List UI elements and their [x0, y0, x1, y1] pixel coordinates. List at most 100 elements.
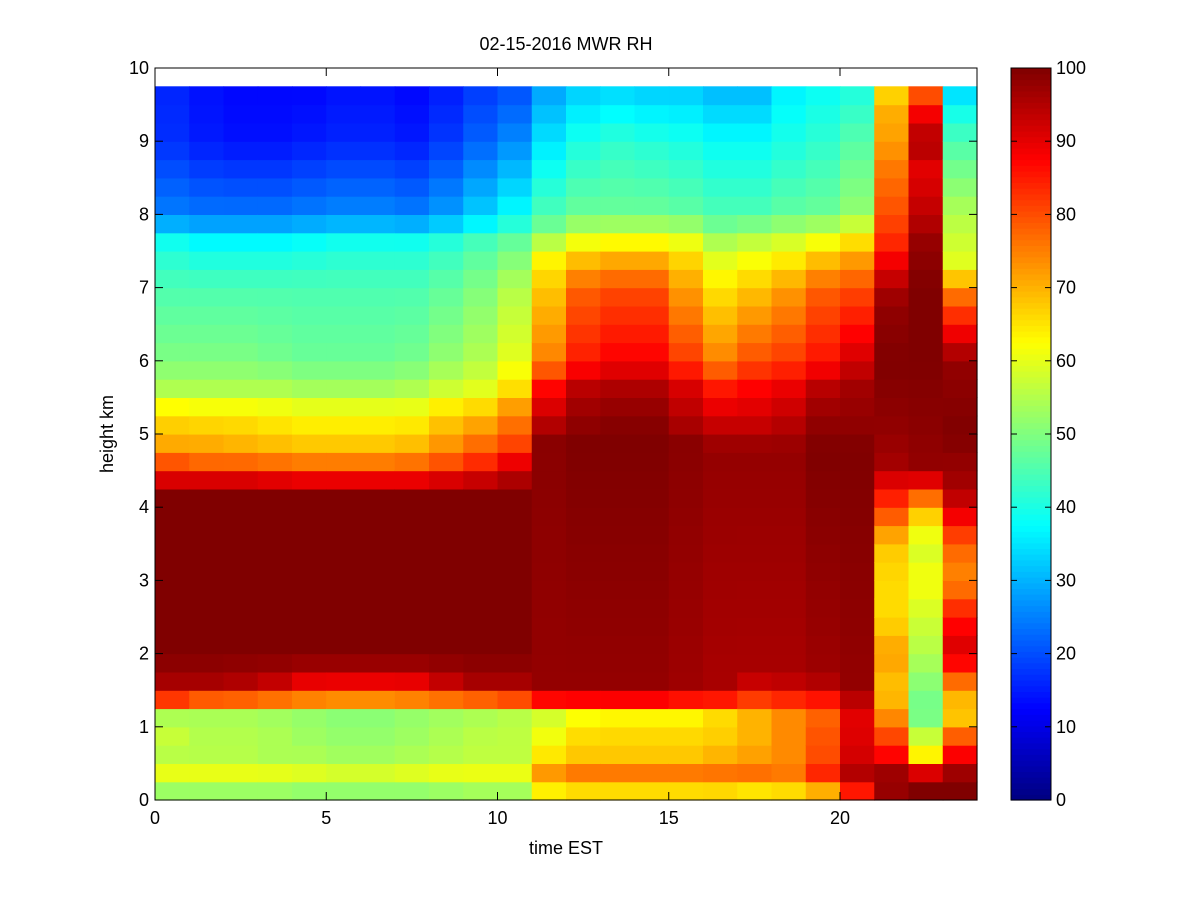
heatmap-cell: [634, 690, 670, 710]
heatmap-cell: [360, 379, 396, 398]
colorbar-segment: [1011, 554, 1051, 561]
heatmap-cell: [155, 104, 190, 124]
heatmap-cell: [703, 397, 738, 417]
heatmap-cell: [874, 305, 910, 325]
heatmap-cell: [703, 305, 738, 325]
heatmap-cell: [737, 598, 773, 618]
heatmap-cell: [257, 543, 293, 563]
heatmap-cell: [531, 232, 567, 252]
heatmap-cell: [360, 269, 396, 289]
heatmap-cell: [874, 653, 910, 673]
heatmap-cell: [805, 726, 841, 746]
heatmap-cell: [908, 232, 944, 252]
heatmap-cell: [805, 635, 841, 655]
heatmap-cell: [326, 470, 362, 490]
heatmap-cell: [155, 397, 190, 417]
heatmap-cell: [429, 360, 464, 380]
colorbar-segment: [1011, 617, 1051, 624]
colorbar-segment: [1011, 371, 1051, 378]
heatmap-cell: [600, 397, 636, 417]
heatmap-cell: [566, 159, 601, 179]
heatmap-cell: [326, 562, 362, 581]
heatmap-cell: [600, 324, 636, 344]
heatmap-cell: [805, 507, 841, 527]
heatmap-cell: [874, 159, 910, 179]
heatmap-cell: [840, 305, 875, 325]
heatmap-cell: [394, 525, 430, 545]
heatmap-cell: [497, 434, 533, 453]
heatmap-cell: [360, 104, 396, 124]
heatmap-cell: [840, 617, 875, 636]
heatmap-cell: [566, 415, 601, 435]
heatmap-cell: [394, 745, 430, 764]
heatmap-cell: [942, 360, 978, 380]
heatmap-cell: [429, 196, 464, 215]
heatmap-cell: [292, 397, 327, 417]
heatmap-cell: [668, 415, 704, 435]
heatmap-cell: [257, 214, 293, 234]
colorbar-segment: [1011, 651, 1051, 658]
heatmap-cell: [703, 671, 738, 691]
heatmap-cell: [223, 745, 259, 764]
heatmap-cell: [874, 104, 910, 124]
heatmap-cell: [600, 543, 636, 563]
heatmap-cell: [840, 214, 875, 234]
heatmap-cell: [874, 214, 910, 234]
colorbar-tick-label: 50: [1056, 424, 1076, 444]
heatmap-cell: [668, 470, 704, 490]
heatmap-cell: [292, 671, 327, 691]
heatmap-cell: [908, 324, 944, 344]
heatmap-cell: [600, 726, 636, 746]
heatmap-cell: [394, 159, 430, 179]
heatmap-cell: [463, 287, 499, 307]
heatmap-cell: [874, 452, 910, 472]
heatmap-cell: [634, 177, 670, 197]
heatmap-cell: [360, 415, 396, 435]
heatmap-cell: [805, 287, 841, 307]
colorbar-segment: [1011, 308, 1051, 315]
colorbar-segment: [1011, 485, 1051, 492]
heatmap-cell: [840, 269, 875, 289]
heatmap-cell: [223, 635, 259, 655]
heatmap-cell: [531, 653, 567, 673]
heatmap-cell: [668, 104, 704, 124]
heatmap-cell: [908, 379, 944, 398]
heatmap-cell: [531, 635, 567, 655]
colorbar-segment: [1011, 125, 1051, 132]
colorbar-segment: [1011, 170, 1051, 178]
heatmap-cell: [429, 342, 464, 362]
heatmap-cell: [566, 525, 601, 545]
colorbar-segment: [1011, 462, 1051, 469]
heatmap-cell: [429, 745, 464, 764]
heatmap-cell: [292, 617, 327, 636]
heatmap-cell: [429, 177, 464, 197]
heatmap-cell: [223, 342, 259, 362]
colorbar-segment: [1011, 165, 1051, 172]
heatmap-cell: [908, 617, 944, 636]
heatmap-cell: [942, 708, 978, 728]
colorbar-segment: [1011, 205, 1051, 212]
heatmap-cell: [497, 122, 533, 142]
heatmap-cell: [771, 177, 807, 197]
colorbar-segment: [1011, 548, 1051, 555]
colorbar-segment: [1011, 639, 1051, 647]
heatmap-cell: [292, 305, 327, 325]
heatmap-cell: [429, 726, 464, 746]
heatmap-cell: [840, 671, 875, 691]
heatmap-cell: [771, 214, 807, 234]
heatmap-cell: [429, 324, 464, 344]
heatmap-cell: [805, 562, 841, 581]
heatmap-cell: [942, 159, 978, 179]
heatmap-cell: [257, 141, 293, 161]
heatmap-cell: [942, 452, 978, 472]
heatmap-cell: [292, 452, 327, 472]
heatmap-cell: [840, 726, 875, 746]
heatmap-cell: [566, 251, 601, 270]
heatmap-cell: [634, 434, 670, 453]
heatmap-cell: [257, 305, 293, 325]
colorbar-segment: [1011, 210, 1051, 218]
heatmap-cell: [463, 708, 499, 728]
heatmap-cell: [566, 562, 601, 581]
heatmap-cell: [703, 452, 738, 472]
heatmap-cell: [257, 434, 293, 453]
